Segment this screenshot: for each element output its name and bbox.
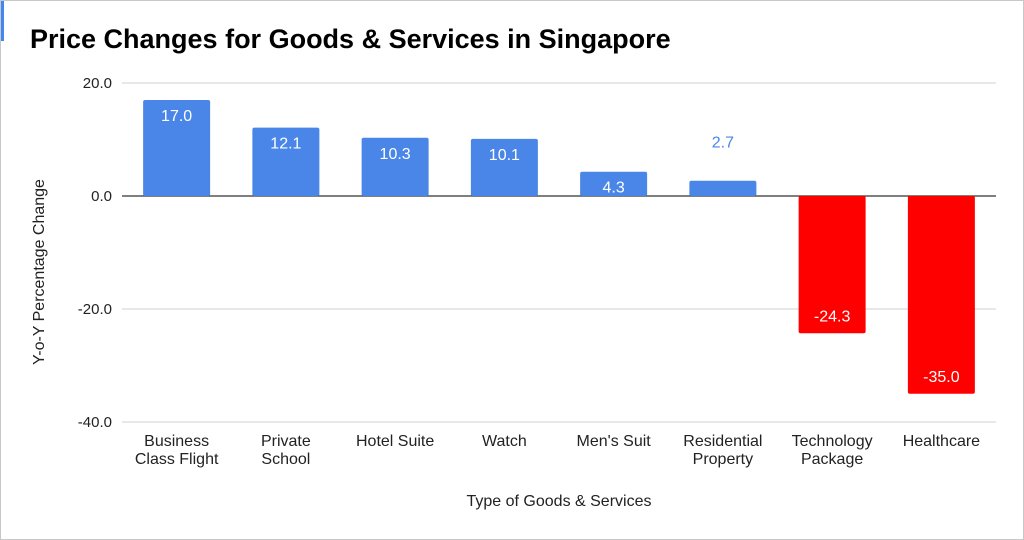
y-tick-label: -40.0 <box>78 414 112 431</box>
bar <box>470 138 538 196</box>
y-tick-label: 0.0 <box>91 188 112 205</box>
data-label: 12.1 <box>270 136 301 153</box>
x-tick-label: Residential Property <box>683 433 762 468</box>
x-axis-title: Type of Goods & Services <box>467 493 652 510</box>
x-tick-label: Business Class Flight <box>135 433 219 468</box>
corner-accent <box>1 1 4 41</box>
y-tick-label: 20.0 <box>83 75 112 92</box>
chart-title: Price Changes for Goods & Services in Si… <box>30 24 671 54</box>
bar <box>143 99 211 196</box>
data-label: 4.3 <box>603 180 625 197</box>
data-label: -24.3 <box>814 308 851 325</box>
data-label: 2.7 <box>712 135 734 152</box>
bar <box>361 137 429 196</box>
data-label: 10.1 <box>489 147 520 164</box>
data-label: 10.3 <box>380 146 411 163</box>
x-tick-label: Men's Suit <box>577 433 652 450</box>
label-layer: 20.0 0.0 -20.0 -40.0 17.0 Business Class Fligh… <box>78 75 980 468</box>
bar <box>798 196 866 334</box>
data-label: -35.0 <box>923 369 960 386</box>
data-label: 17.0 <box>161 108 192 125</box>
x-tick-label: Watch <box>482 433 527 450</box>
x-tick-label: Healthcare <box>903 433 980 450</box>
y-tick-label: -20.0 <box>78 301 112 318</box>
bar <box>689 180 757 196</box>
bar <box>907 196 975 394</box>
x-tick-label: Technology Package <box>792 433 873 468</box>
y-axis-title: Y-o-Y Percentage Change <box>31 179 48 365</box>
x-tick-label: Private School <box>261 433 311 468</box>
x-tick-label: Hotel Suite <box>356 433 434 450</box>
bar <box>580 171 648 196</box>
bar <box>252 127 320 196</box>
bar-layer <box>143 99 975 394</box>
